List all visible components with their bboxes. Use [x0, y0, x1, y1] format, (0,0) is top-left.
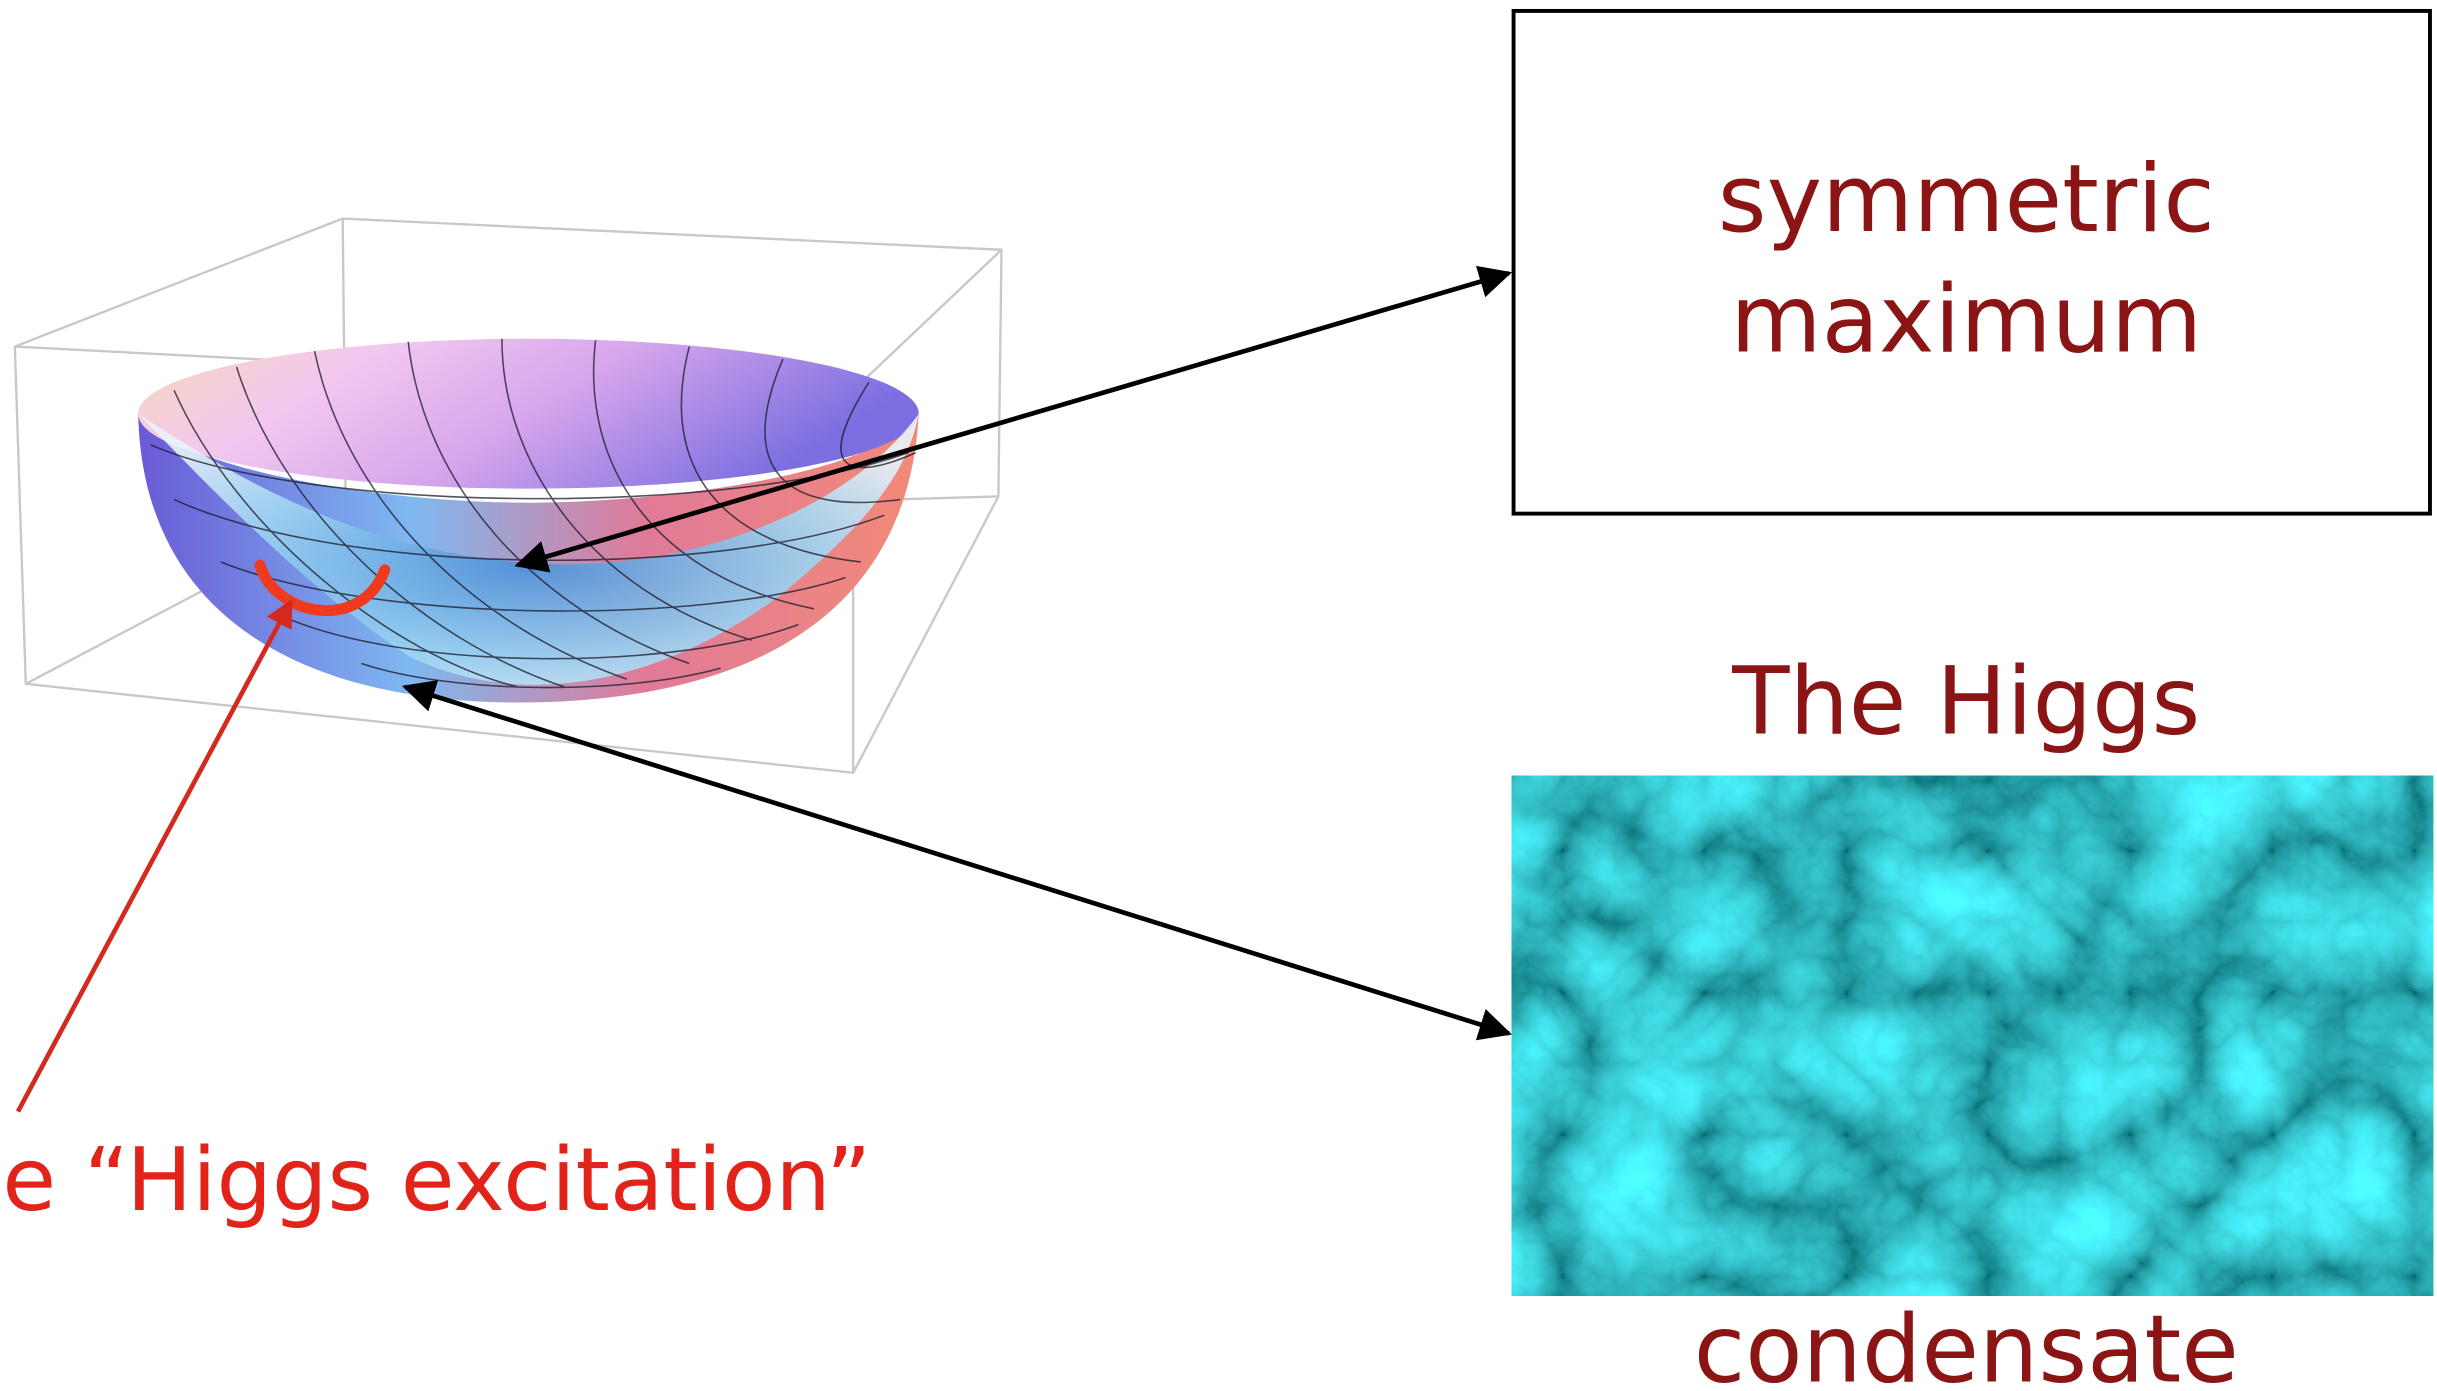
annotation: e “Higgs excitation”	[2, 1129, 871, 1231]
condensate-title: The Higgs	[1731, 648, 2200, 757]
arrow-excitation	[18, 601, 291, 1112]
arrow-condensate	[405, 687, 1509, 1034]
box-line: symmetric	[1718, 145, 2215, 254]
condensate-image	[1512, 776, 2433, 1296]
maximum-box	[1514, 11, 2430, 514]
condensate-caption: condensate	[1694, 1296, 2239, 1391]
potential-bowl	[138, 339, 919, 703]
box-line: maximum	[1730, 265, 2202, 374]
page: symmetric maximum The Higgs condensate e…	[0, 0, 2437, 1391]
diagram: symmetric maximum The Higgs condensate e…	[0, 0, 2437, 1391]
